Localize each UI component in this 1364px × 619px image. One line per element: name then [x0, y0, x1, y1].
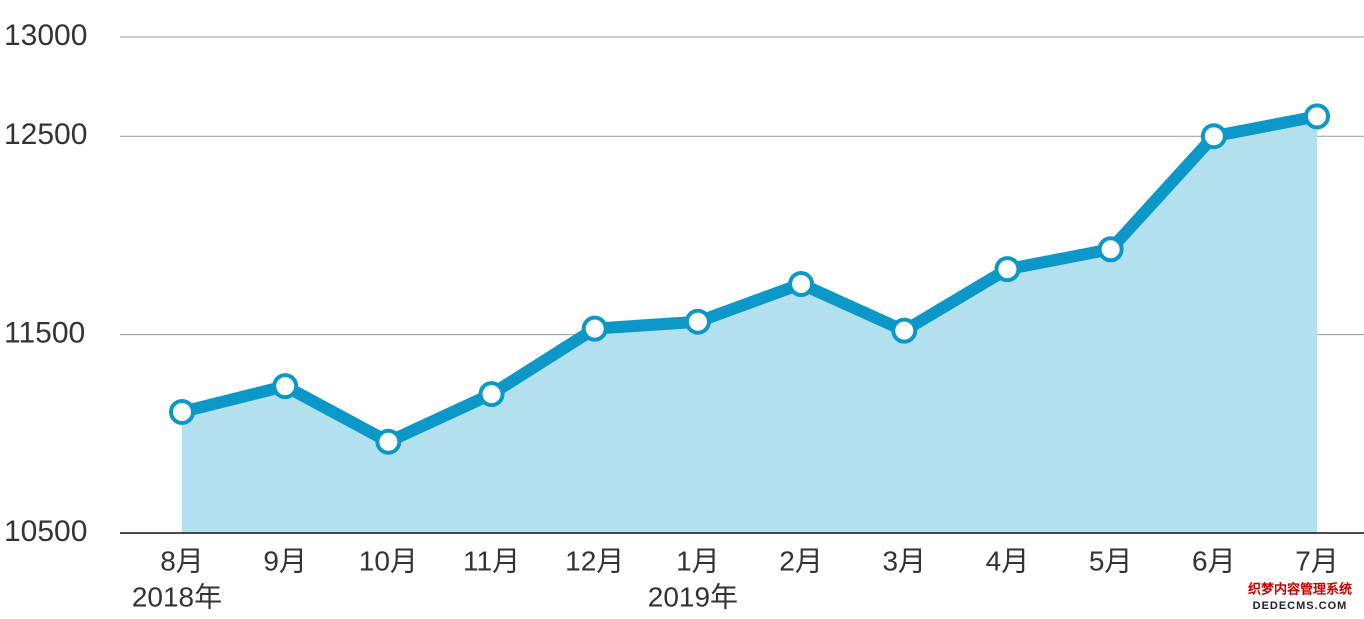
point	[1200, 123, 1227, 150]
x-tick-label: 5月	[1089, 545, 1133, 576]
x-tick-label: 6月	[1192, 545, 1236, 576]
x-tick-label: 1月	[676, 545, 720, 576]
x-tick-label: 4月	[986, 545, 1030, 576]
y-tick-label: 12500	[4, 118, 87, 151]
x-group-label: 2019年	[648, 581, 738, 612]
point	[272, 373, 299, 400]
point	[1097, 236, 1124, 263]
x-tick-label: 7月	[1295, 545, 1339, 576]
x-tick-label: 9月	[263, 545, 307, 576]
point	[891, 317, 918, 344]
x-tick-label: 2月	[779, 545, 823, 576]
y-tick-label: 10500	[4, 515, 87, 548]
x-tick-label: 3月	[882, 545, 926, 576]
y-tick-label: 13000	[4, 19, 87, 52]
point	[478, 381, 505, 408]
x-group-label: 2018年	[132, 581, 222, 612]
x-tick-label: 8月	[160, 545, 204, 576]
point	[788, 271, 815, 298]
area	[182, 116, 1317, 534]
point	[581, 315, 608, 342]
point	[1304, 103, 1330, 130]
point	[169, 398, 195, 425]
x-tick-label: 12月	[565, 545, 624, 576]
x-tick-label: 10月	[359, 545, 418, 576]
line	[180, 110, 1319, 448]
x-tick-label: 11月	[463, 545, 520, 576]
watermark-url: DEDECMS.COM	[1253, 600, 1348, 612]
point	[375, 428, 402, 455]
watermark-title: 织梦内容管理系统	[1248, 581, 1352, 596]
point	[994, 256, 1021, 283]
point	[684, 308, 711, 335]
y-tick-label: 11500	[4, 317, 85, 350]
